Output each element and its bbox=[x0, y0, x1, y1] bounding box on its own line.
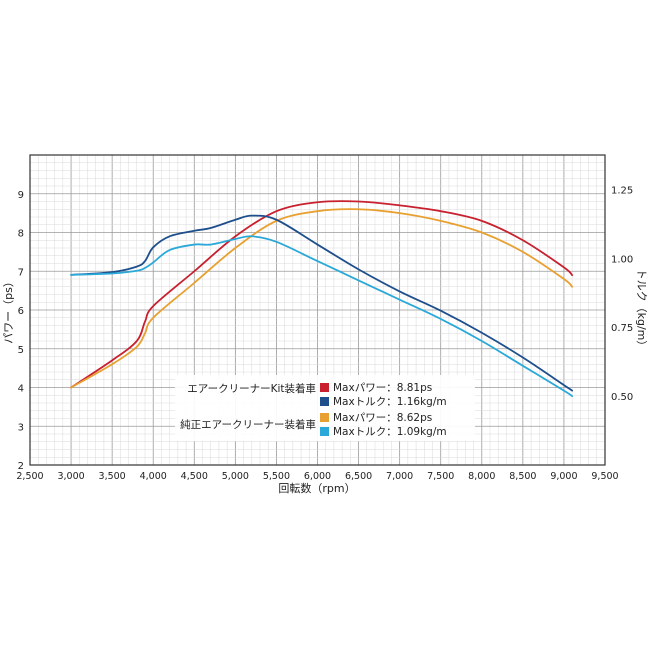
x-tick-label: 5,500 bbox=[263, 471, 290, 482]
x-tick-label: 4,000 bbox=[140, 471, 167, 482]
legend: エアークリーナーKit装着車 Maxパワー：8.81ps Maxトルク：1.16… bbox=[175, 375, 475, 441]
y-right-axis-label: トルク（kg/m） bbox=[635, 269, 648, 352]
legend-group-2-label: 純正エアークリーナー装着車 bbox=[180, 418, 316, 431]
series-stock-power bbox=[70, 208, 574, 389]
x-tick-label: 5,000 bbox=[222, 471, 249, 482]
y-right-tick-label: 0.50 bbox=[611, 392, 633, 403]
x-axis-label: 回転数（rpm） bbox=[278, 482, 355, 495]
y-left-tick-label: 2 bbox=[18, 461, 24, 472]
legend-swatch-stock-torque bbox=[320, 427, 329, 436]
x-tick-label: 6,000 bbox=[304, 471, 331, 482]
legend-swatch-kit-power bbox=[320, 383, 329, 392]
legend-swatch-stock-power bbox=[320, 413, 329, 422]
y-left-tick-label: 3 bbox=[18, 422, 24, 433]
series-lines bbox=[70, 200, 574, 398]
x-tick-labels: 2,500 3,000 3,500 4,000 4,500 5,000 5,500 6,000… bbox=[16, 471, 618, 482]
legend-text-kit-power: Maxパワー：8.81ps bbox=[333, 382, 432, 394]
y-left-axis-label: パワー（ps） bbox=[2, 276, 15, 344]
y-left-tick-label: 9 bbox=[18, 190, 24, 201]
x-tick-label: 8,500 bbox=[509, 471, 536, 482]
plot-border bbox=[29, 154, 606, 466]
x-tick-label: 6,500 bbox=[345, 471, 372, 482]
y-right-tick-label: 1.25 bbox=[611, 185, 633, 196]
legend-text-stock-power: Maxパワー：8.62ps bbox=[333, 412, 432, 424]
x-tick-label: 7,000 bbox=[386, 471, 413, 482]
x-tick-label: 3,000 bbox=[57, 471, 84, 482]
x-tick-label: 9,500 bbox=[591, 471, 618, 482]
series-stock-torque bbox=[70, 235, 574, 398]
x-tick-label: 4,500 bbox=[181, 471, 208, 482]
y-right-tick-labels: 0.50 0.75 1.00 1.25 bbox=[611, 185, 633, 403]
y-left-tick-label: 4 bbox=[18, 384, 24, 395]
x-tick-label: 3,500 bbox=[99, 471, 126, 482]
legend-text-stock-torque: Maxトルク：1.09kg/m bbox=[333, 426, 447, 438]
x-tick-label: 7,500 bbox=[427, 471, 454, 482]
x-tick-label: 2,500 bbox=[16, 471, 43, 482]
legend-swatch-kit-torque bbox=[320, 397, 329, 406]
y-left-tick-label: 5 bbox=[18, 345, 24, 356]
y-right-tick-label: 1.00 bbox=[611, 254, 633, 265]
y-right-tick-label: 0.75 bbox=[611, 323, 633, 334]
legend-group-1-label: エアークリーナーKit装着車 bbox=[187, 382, 316, 395]
series-kit-power bbox=[70, 200, 574, 389]
y-left-tick-labels: 2 3 4 5 6 7 8 9 bbox=[18, 190, 24, 472]
series-kit-torque bbox=[70, 214, 574, 392]
y-left-tick-label: 7 bbox=[18, 267, 24, 278]
x-tick-label: 8,000 bbox=[468, 471, 495, 482]
y-left-tick-label: 6 bbox=[18, 306, 24, 317]
legend-text-kit-torque: Maxトルク：1.16kg/m bbox=[333, 396, 447, 408]
y-left-tick-label: 8 bbox=[18, 229, 24, 240]
x-tick-label: 9,000 bbox=[550, 471, 577, 482]
